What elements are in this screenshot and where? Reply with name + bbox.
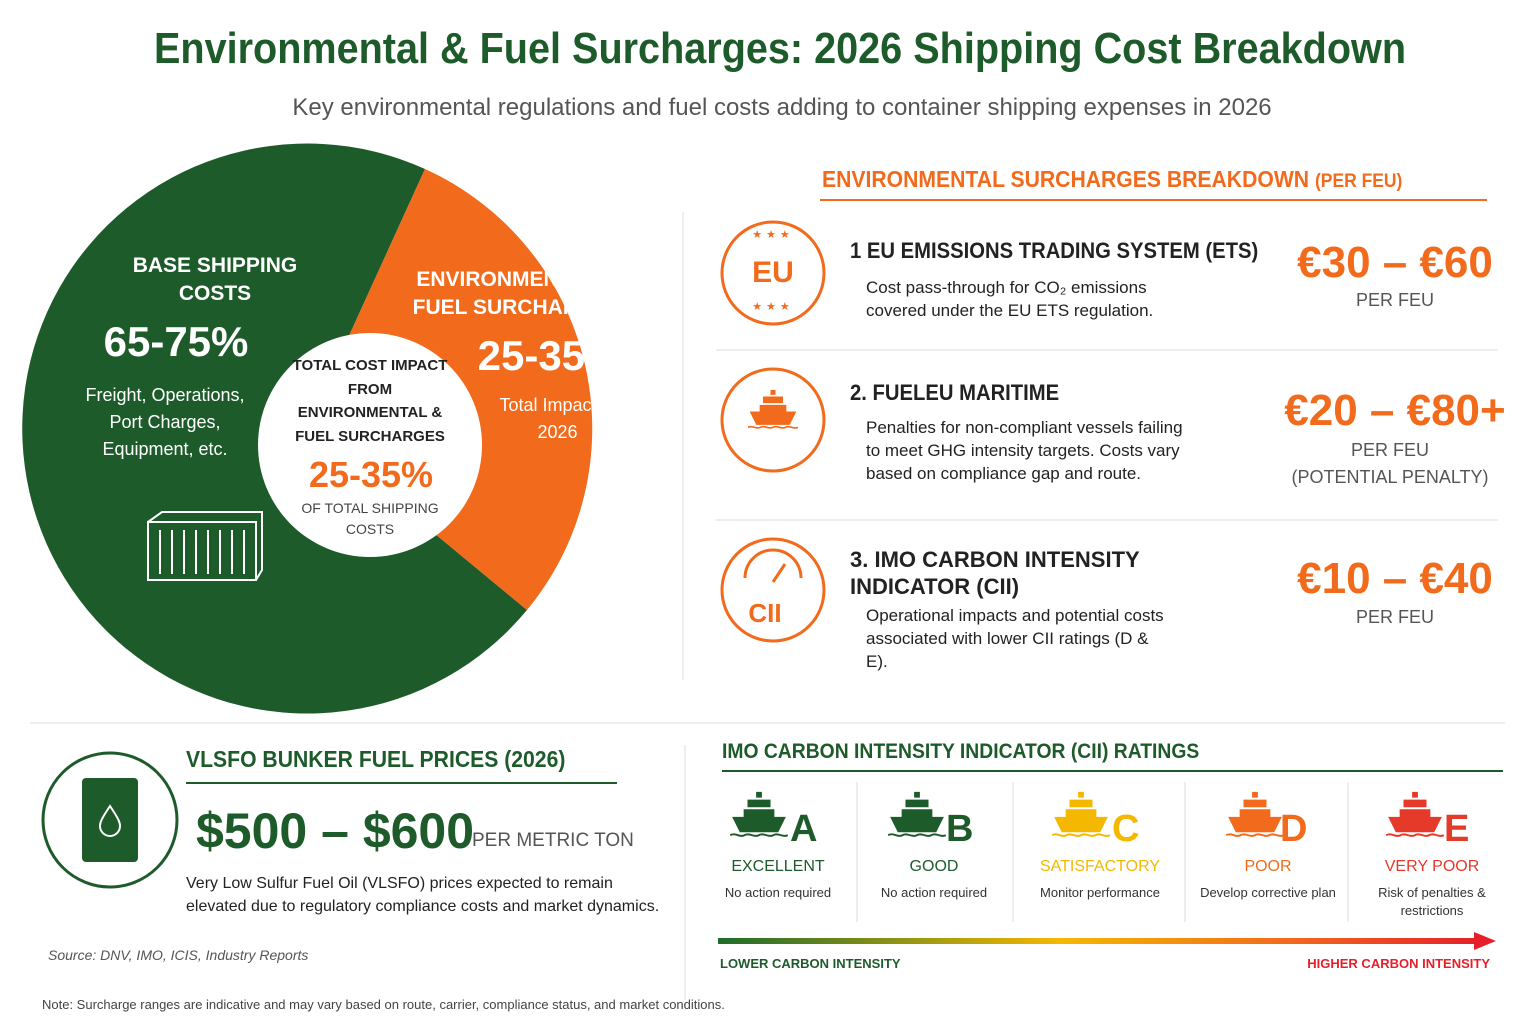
icons xyxy=(720,220,826,643)
ship-icon xyxy=(1052,790,1110,837)
rating-label: SATISFACTORY xyxy=(1039,858,1161,875)
container-icon xyxy=(147,511,263,581)
grade: A xyxy=(790,808,818,850)
rating-desc: Risk of penalties & restrictions xyxy=(1378,885,1486,918)
rating-label: VERY POOR xyxy=(1384,858,1480,875)
ship-icon xyxy=(1386,790,1444,837)
cii-heading: IMO CARBON INTENSITY INDICATOR (CII) RAT… xyxy=(722,740,1200,763)
pie-center xyxy=(258,333,482,557)
grade: C xyxy=(1112,808,1140,850)
high-label: HIGHER CARBON INTENSITY xyxy=(1307,956,1490,971)
eu-icon: EU xyxy=(752,256,794,289)
drop xyxy=(98,804,122,837)
dividers xyxy=(856,782,1349,922)
base-title: BASE SHIPPING COSTS xyxy=(132,254,298,305)
fuel-desc: Very Low Sulfur Fuel Oil (VLSFO) prices … xyxy=(186,875,660,915)
heading: ENVIRONMENTAL SURCHARGES BREAKDOWN xyxy=(822,166,1310,192)
grade: B xyxy=(946,808,974,850)
rating-desc: No action required xyxy=(724,885,832,900)
center-title: TOTAL COST IMPACT FROM ENVIRONMENTAL & F… xyxy=(292,357,448,445)
cii-icon: CII xyxy=(748,598,782,628)
env-desc: Total Impact in 2026 xyxy=(499,395,616,442)
grade: D xyxy=(1280,808,1308,850)
item-title: 1 EU EMISSIONS TRADING SYSTEM (ETS) xyxy=(850,238,1259,263)
intensity-bar xyxy=(718,938,1478,944)
fuel-unit: PER METRIC TON xyxy=(472,830,634,851)
source: Source: DNV, IMO, ICIS, Industry Reports xyxy=(48,947,309,963)
item-title: 2. FUELEU MARITIME xyxy=(850,380,1060,405)
rating-label: GOOD xyxy=(909,858,959,875)
fuel-icon xyxy=(41,751,179,889)
center-desc: OF TOTAL SHIPPING COSTS xyxy=(301,500,439,537)
surcharges-heading: ENVIRONMENTAL SURCHARGES BREAKDOWN (PER … xyxy=(822,166,1402,193)
note: Note: Surcharge ranges are indicative an… xyxy=(42,997,725,1012)
rating-label: POOR xyxy=(1244,858,1292,875)
item-price: €30 – €60 xyxy=(1297,238,1493,287)
stars: ★★★ xyxy=(752,229,794,241)
item-title: 3. IMO CARBON INTENSITY INDICATOR (CII) xyxy=(850,547,1140,599)
base-value: 65-75% xyxy=(103,318,249,365)
rating-label: EXCELLENT xyxy=(731,858,825,875)
ship-icon xyxy=(888,790,946,837)
title: Environmental & Fuel Surcharges: 2026 Sh… xyxy=(153,24,1407,73)
item-desc: Cost pass-through for CO₂ emissions cove… xyxy=(866,278,1154,320)
rating-desc: No action required xyxy=(880,885,988,900)
env-title: ENVIRONMENTAL & FUEL SURCHARGES xyxy=(412,268,623,319)
rating-desc: Develop corrective plan xyxy=(1200,885,1336,900)
item-price: €10 – €40 xyxy=(1297,554,1493,603)
env-value: 25-35% xyxy=(477,332,623,379)
ship-icon xyxy=(730,790,788,837)
item-unit: PER FEU xyxy=(1350,440,1429,460)
item-unit: PER FEU xyxy=(1355,607,1434,627)
center-value: 25-35% xyxy=(308,454,434,495)
fuel-price: $500 – $600 xyxy=(196,803,475,859)
grade: E xyxy=(1444,808,1470,850)
rating-desc: Monitor performance xyxy=(1040,885,1160,900)
ship-icon xyxy=(1226,790,1284,837)
subtitle: Key environmental regulations and fuel c… xyxy=(292,94,1272,121)
item-desc: Operational impacts and potential costs … xyxy=(866,606,1164,671)
item-desc: Penalties for non-compliant vessels fail… xyxy=(866,418,1183,483)
item-note: (POTENTIAL PENALTY) xyxy=(1291,467,1489,487)
low-label: LOWER CARBON INTENSITY xyxy=(720,956,901,971)
fuel-heading: VLSFO BUNKER FUEL PRICES (2026) xyxy=(186,746,566,772)
arrow-head xyxy=(1474,932,1496,950)
ship-icon xyxy=(748,388,798,429)
item-price: €20 – €80+ xyxy=(1284,386,1506,435)
stars: ★★★ xyxy=(752,301,794,313)
barrel xyxy=(82,778,138,862)
item-unit: PER FEU xyxy=(1355,290,1434,310)
heading-unit: (PER FEU) xyxy=(1314,171,1403,192)
base-desc: Freight, Operations, Port Charges, Equip… xyxy=(85,385,245,459)
